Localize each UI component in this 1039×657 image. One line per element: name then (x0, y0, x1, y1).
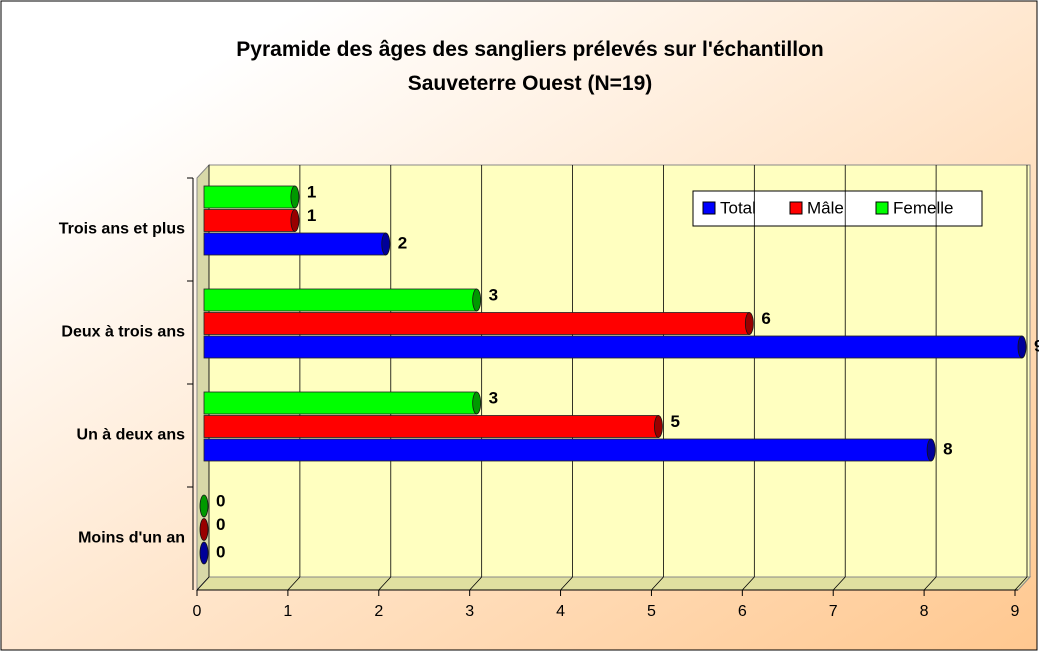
bar (203, 335, 1027, 359)
data-label: 0 (216, 515, 225, 534)
bar (199, 541, 209, 565)
legend-label: Mâle (807, 198, 844, 217)
y-tick-label: Deux à trois ans (61, 324, 185, 341)
chart-title: Pyramide des âges des sangliers prélevés… (236, 38, 823, 95)
x-tick-label: 4 (556, 603, 565, 620)
bar (203, 209, 300, 232)
x-tick-label: 8 (920, 603, 929, 620)
data-label: 0 (216, 542, 225, 561)
data-label: 2 (398, 233, 407, 252)
bar (203, 185, 300, 209)
grid-line (469, 576, 482, 591)
plot-wall (208, 164, 1031, 578)
grid-line (560, 576, 573, 591)
data-label: 0 (216, 491, 225, 510)
bar (199, 494, 209, 518)
x-tick-label: 5 (647, 603, 656, 620)
x-tick-label: 0 (193, 603, 202, 620)
y-tick-label: Moins d'un an (78, 530, 185, 547)
data-label: 1 (307, 206, 316, 225)
x-tick-label: 7 (829, 603, 838, 620)
bar (203, 391, 482, 415)
x-tick-label: 9 (1011, 603, 1020, 620)
bar (203, 288, 482, 312)
grid-line (196, 576, 210, 591)
legend-label: Total (720, 198, 756, 217)
legend-swatch (789, 201, 803, 215)
grid-line (923, 576, 937, 591)
bar (203, 438, 936, 462)
grid-line (1014, 576, 1028, 591)
grid-line (742, 576, 755, 591)
grid-line (378, 576, 392, 591)
data-label: 3 (489, 285, 498, 304)
grid-line (651, 576, 664, 591)
x-tick-label: 6 (738, 603, 747, 620)
data-label: 8 (943, 439, 952, 458)
bar (203, 415, 663, 438)
x-tick-label: 2 (374, 603, 383, 620)
y-tick-label: Trois ans et plus (59, 221, 185, 238)
data-label: 3 (489, 388, 498, 407)
y-tick-label: Un à deux ans (77, 427, 186, 444)
bar (203, 312, 754, 335)
bar (199, 518, 209, 541)
x-tick-label: 3 (465, 603, 474, 620)
legend (692, 190, 983, 227)
data-label: 1 (307, 182, 316, 201)
legend-label: Femelle (893, 198, 953, 217)
grid-line (287, 576, 301, 591)
legend-swatch (875, 201, 889, 215)
data-label: 6 (761, 309, 770, 328)
legend-swatch (702, 201, 716, 215)
plot-floor (195, 576, 1032, 591)
grid-line (832, 576, 846, 591)
x-tick-label: 1 (283, 603, 292, 620)
bar (203, 232, 391, 256)
data-label: 9 (1034, 336, 1039, 355)
data-label: 5 (670, 412, 679, 431)
